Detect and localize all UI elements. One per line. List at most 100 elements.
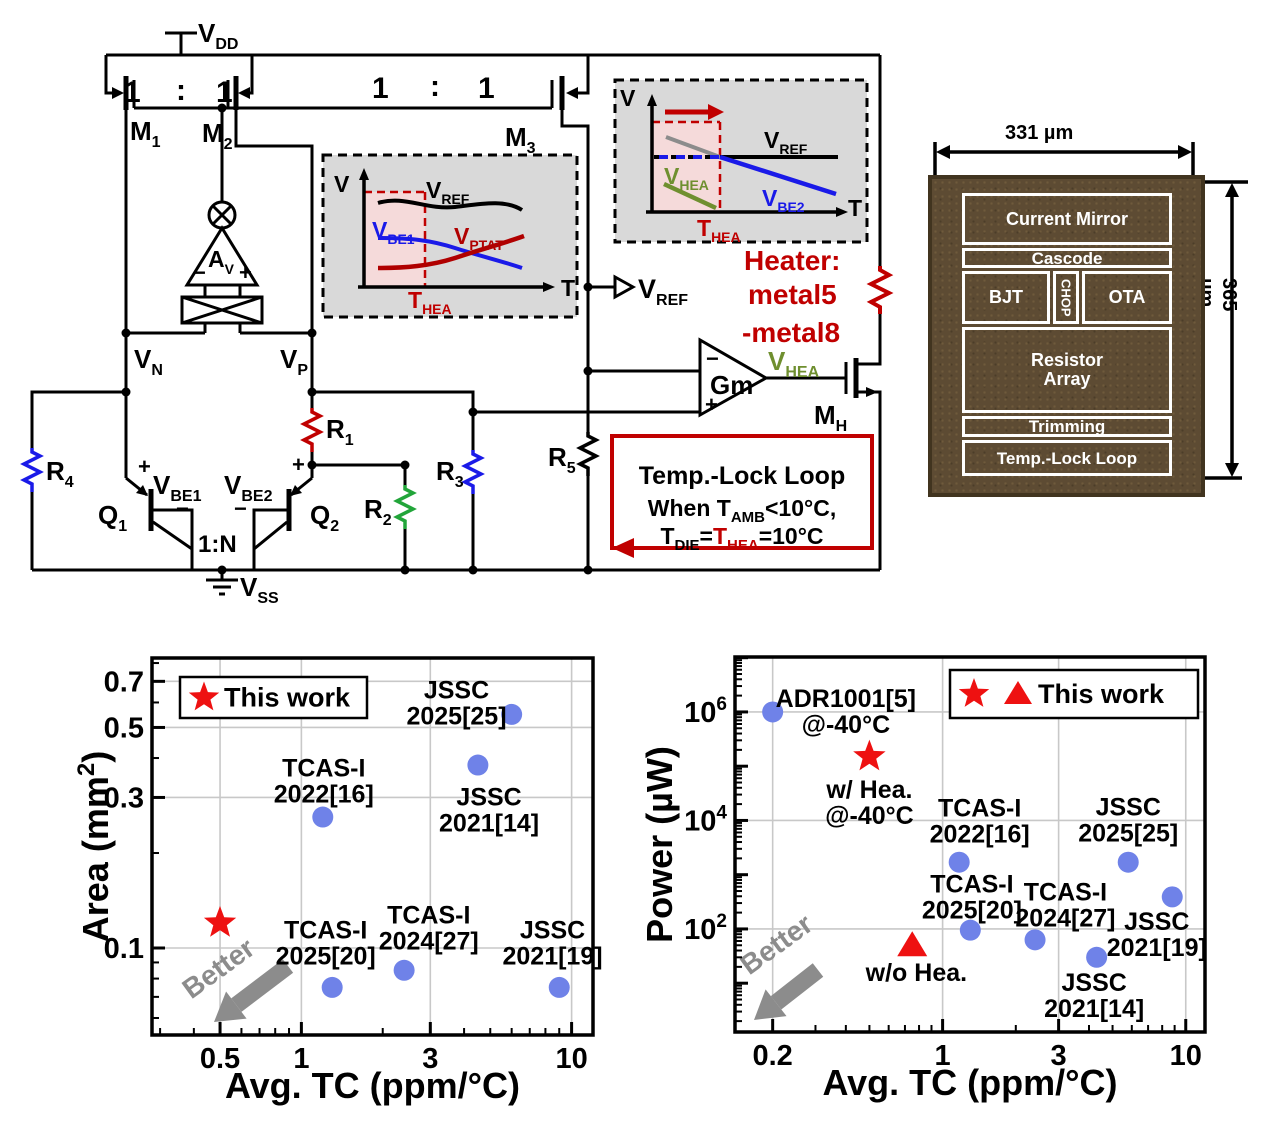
inset2-vhea-label: VHEA [664,163,709,193]
annotation-label: JSSC [1124,908,1189,936]
inset-graph-2 [613,78,869,244]
dim-arrow-right-icon [1178,145,1192,159]
die-photo: Current Mirror Cascode BJT CHOP OTA Resi… [928,175,1205,497]
tll-line1: Temp.-Lock Loop [639,462,845,490]
mirror1-left: 1 [124,76,141,109]
vbe1-plus: + [138,454,151,479]
m1-label: M1 [130,116,161,151]
vbe1-minus: − [176,496,189,521]
legend-star-icon [958,678,990,707]
inset1-vref-curve [377,198,524,212]
annotation-label: @-40°C [825,802,914,830]
vn-label: VN [134,344,163,379]
point-TCAS-I 2025[20] [959,919,981,941]
m2-source-arrow-icon [238,87,250,99]
block-resistor-array: Resistor Array [962,327,1172,413]
x-tick-label: 10 [1170,1040,1202,1072]
inset2-vref-label: VREF [764,127,808,157]
legend-triangle-icon [1004,681,1032,704]
block-current-mirror: Current Mirror [962,193,1172,245]
inset1-v-label: V [334,171,350,197]
point-JSSC 2021[19] [1161,886,1183,908]
vref-buffer-icon [613,274,637,300]
annotation-label: TCAS-I [387,902,470,930]
better-arrow-head-icon [754,989,787,1020]
legend-label: This work [1038,679,1165,709]
inset1-v-arrow-icon [359,168,369,180]
amp-legs [203,285,242,333]
r3-label: R3 [436,456,464,491]
heater-resistor-icon [866,266,894,314]
point-JSSC 2021[14] [467,754,489,776]
block-chop: CHOP [1053,271,1079,324]
better-arrow-shaft [770,963,824,1010]
inset1-t-arrow-icon [543,282,555,292]
inset1-vref-label: VREF [426,177,470,207]
inset1-vptat-curve [377,233,525,271]
chopper-x-icon [211,204,233,226]
mirror1-colon: : [176,74,186,107]
dim-arrow-down-icon [1225,463,1239,477]
point-JSSC 2025[25] [501,703,523,725]
dim-arrow-up-icon [1225,183,1239,197]
q1-emitter-arrow-icon [136,485,148,496]
m1-source-arrow-icon [112,87,124,99]
vbe1-label: VBE1 [153,470,202,505]
axes-box [733,655,1207,1034]
annotation-label: 2025[20] [922,896,1022,924]
annotation-label: ADR1001[5] [776,685,916,713]
circuit-schematic: VDD 1 : 1 1 : 1 M1 M2 M3 AV − + VN VP R4… [20,18,894,607]
vref-out-label: VREF [638,274,688,309]
gm-plus: + [705,392,718,417]
y-tick-label: 102 [684,911,727,946]
annotation-label: TCAS-I [282,754,365,782]
block-temp-lock-loop: Temp.-Lock Loop [962,440,1172,476]
vdd-stub [165,31,197,55]
resistor-r2-icon [393,485,417,529]
point-This work w/ Hea. @-40°C [853,739,886,771]
mirror2-right: 1 [478,72,495,105]
inset2-t-arrow-icon [836,207,848,217]
annotation-label: 2022[16] [274,780,374,808]
resistor-r5-icon [576,432,600,476]
y-tick-label: 0.7 [104,666,144,698]
inset1-t-label: T [561,275,575,301]
vbe2-label: VBE2 [224,470,273,505]
inset2-gray-line [665,135,721,159]
legend-star-icon [188,681,220,711]
point-TCAS-I 2022[16] [948,851,970,873]
r4-label: R4 [46,456,74,491]
q2-emitter-arrow-icon [290,485,302,496]
inset2-v-arrow-icon [647,94,657,106]
m2-label: M2 [202,118,233,153]
mirror1-right: 1 [216,76,233,109]
annotation-label: w/o Hea. [865,959,967,987]
annotation-label: JSSC [1096,793,1161,821]
inset2-t-label: T [848,195,862,221]
x-tick-label: 10 [555,1043,587,1075]
tll-line2: When TAMB<10°C, [648,495,836,526]
annotation-label: 2025[20] [276,943,376,971]
block-cascode: Cascode [962,248,1172,268]
junction-dots [121,103,593,575]
annotation-label: TCAS-I [1024,879,1107,907]
mos-channel-bars [123,76,565,110]
heater-line1: Heater: [744,245,840,276]
y-tick-label: 0.5 [104,712,144,744]
x-axis-label: Avg. TC (ppm/°C) [822,1062,1117,1103]
y-tick-label: 104 [684,802,727,837]
m3-label: M3 [505,122,536,157]
q1-base-collector [152,508,194,570]
y-axis-label: Power (µW) [640,746,680,943]
x-tick-label: 3 [422,1043,438,1075]
block-trimming: Trimming [962,416,1172,437]
amp-minus: − [193,260,206,285]
annotation-label: 2021[19] [502,943,602,971]
dim-arrow-left-icon [936,145,950,159]
y-tick-label: 0.1 [104,933,144,965]
mos-drain-wires [124,110,590,333]
annotation-label: JSSC [456,783,521,811]
